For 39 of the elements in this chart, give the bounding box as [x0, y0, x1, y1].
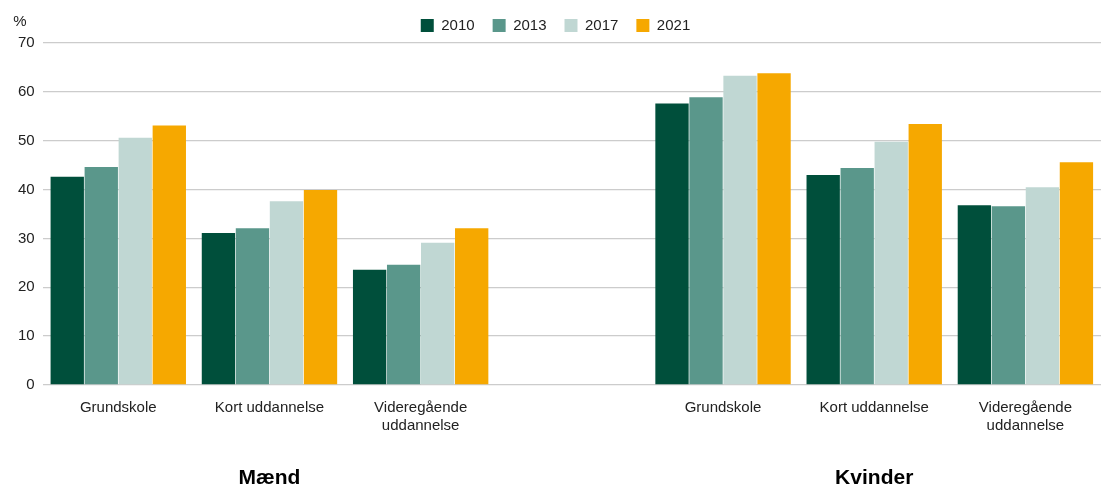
- y-tick-label: 30: [18, 228, 35, 246]
- bar: [1059, 162, 1094, 385]
- y-tick-label: 50: [18, 130, 35, 148]
- y-tick-label: 60: [18, 82, 35, 99]
- y-tick-label: 40: [18, 179, 35, 197]
- bar: [840, 168, 874, 385]
- bar: [757, 73, 791, 385]
- bar: [689, 97, 723, 385]
- text: Mænd: [238, 464, 301, 488]
- legend-label: 2010: [441, 15, 475, 33]
- bar: [455, 228, 489, 385]
- x-tick-label: Videregående uddannelse: [374, 398, 468, 434]
- text: Kvinder: [835, 464, 914, 488]
- x-tick-label: Kort uddannelse: [819, 398, 929, 416]
- bar: [991, 206, 1026, 385]
- y-tick-label: 70: [18, 33, 35, 51]
- bar: [908, 124, 942, 385]
- y-tick-label: 0: [26, 375, 35, 393]
- bar: [386, 264, 421, 385]
- bar: [806, 174, 840, 385]
- x-tick-label: Kort uddannelse: [214, 398, 325, 416]
- bar: [957, 205, 992, 385]
- y-axis-title: %: [13, 12, 27, 30]
- y-tick-label: 10: [18, 326, 35, 344]
- bar: [303, 190, 338, 385]
- bar: [655, 103, 689, 385]
- x-tick-label: Videregående uddannelse: [978, 398, 1072, 434]
- bar: [50, 176, 84, 385]
- legend-label: 2013: [513, 15, 547, 33]
- y-tick-label: 20: [18, 277, 35, 295]
- bar: [235, 228, 270, 385]
- bar: [352, 269, 387, 385]
- legend-label: 2021: [656, 15, 691, 33]
- bar: [201, 233, 236, 385]
- x-tick-label: Grundskole: [684, 398, 762, 416]
- legend-label: 2017: [585, 15, 619, 33]
- bar: [84, 167, 118, 385]
- bar: [152, 125, 186, 385]
- x-tick-label: Grundskole: [79, 398, 157, 416]
